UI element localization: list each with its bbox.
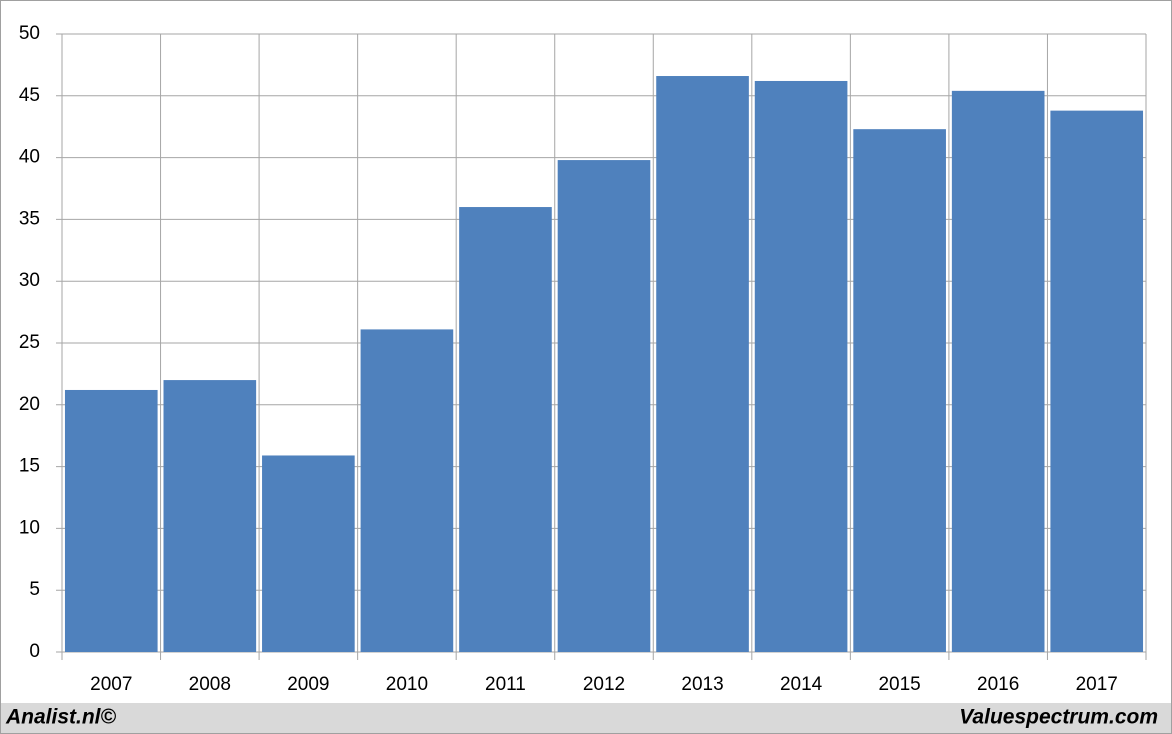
x-tick-label: 2008 — [189, 674, 231, 695]
footer-right: Valuespectrum.com — [959, 706, 1158, 729]
y-tick-label: 10 — [19, 517, 40, 538]
x-tick-label: 2013 — [681, 674, 723, 695]
bar — [754, 80, 848, 652]
bar — [1050, 110, 1144, 652]
bar — [853, 129, 946, 652]
bar — [459, 207, 552, 653]
x-tick-label: 2017 — [1076, 674, 1118, 695]
x-tick-label: 2009 — [287, 674, 329, 695]
bar — [656, 76, 749, 653]
y-tick-label: 30 — [19, 270, 40, 291]
x-tick-label: 2010 — [386, 674, 428, 695]
bar — [163, 380, 257, 652]
x-tick-label: 2007 — [90, 674, 132, 695]
y-tick-label: 15 — [19, 456, 40, 477]
footer-left: Analist.nl© — [5, 706, 117, 729]
y-tick-label: 5 — [29, 579, 40, 600]
y-tick-label: 50 — [19, 23, 40, 44]
bar — [64, 389, 158, 652]
x-tick-label: 2015 — [878, 674, 920, 695]
bar — [262, 455, 355, 652]
y-tick-label: 45 — [19, 85, 40, 106]
x-tick-label: 2016 — [977, 674, 1019, 695]
x-tick-label: 2014 — [780, 674, 823, 695]
x-tick-label: 2012 — [583, 674, 625, 695]
bar — [557, 160, 651, 652]
y-tick-label: 40 — [19, 147, 40, 168]
bar — [951, 90, 1045, 652]
y-tick-label: 0 — [29, 641, 40, 662]
bar — [360, 329, 454, 652]
y-tick-label: 20 — [19, 394, 40, 415]
y-tick-label: 35 — [19, 208, 40, 229]
x-tick-label: 2011 — [485, 674, 526, 695]
y-tick-label: 25 — [19, 332, 40, 353]
footer-band — [1, 703, 1171, 733]
